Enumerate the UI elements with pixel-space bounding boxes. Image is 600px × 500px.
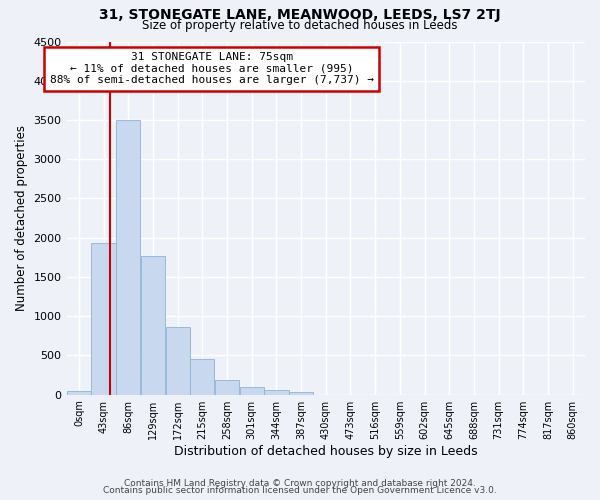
Text: 31 STONEGATE LANE: 75sqm
← 11% of detached houses are smaller (995)
88% of semi-: 31 STONEGATE LANE: 75sqm ← 11% of detach… <box>50 52 374 86</box>
Text: Contains public sector information licensed under the Open Government Licence v3: Contains public sector information licen… <box>103 486 497 495</box>
Text: Size of property relative to detached houses in Leeds: Size of property relative to detached ho… <box>142 19 458 32</box>
Y-axis label: Number of detached properties: Number of detached properties <box>15 125 28 311</box>
Bar <box>91 243 116 394</box>
Bar <box>116 120 140 394</box>
Bar <box>289 392 313 394</box>
Bar <box>67 391 91 394</box>
Bar <box>264 390 289 394</box>
Bar <box>190 358 214 394</box>
Text: Contains HM Land Registry data © Crown copyright and database right 2024.: Contains HM Land Registry data © Crown c… <box>124 478 476 488</box>
Bar <box>166 327 190 394</box>
Bar <box>215 380 239 394</box>
X-axis label: Distribution of detached houses by size in Leeds: Distribution of detached houses by size … <box>174 444 478 458</box>
Bar <box>239 388 264 394</box>
Text: 31, STONEGATE LANE, MEANWOOD, LEEDS, LS7 2TJ: 31, STONEGATE LANE, MEANWOOD, LEEDS, LS7… <box>99 8 501 22</box>
Bar <box>141 256 165 394</box>
